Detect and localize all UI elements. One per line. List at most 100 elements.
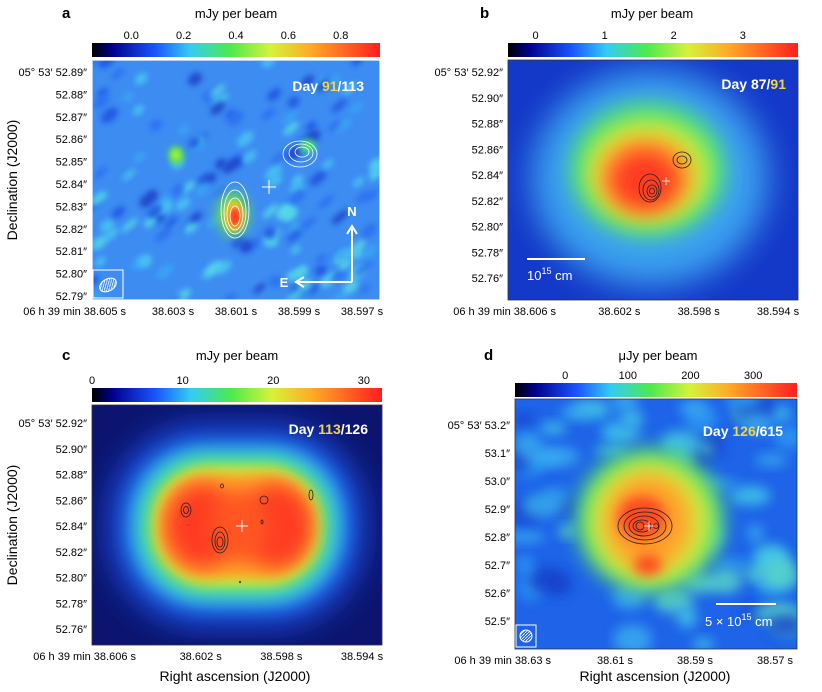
day-label-c-prefix: Day — [289, 421, 319, 437]
x-tick-label-b: 06 h 39 min 38.606 s — [453, 306, 556, 318]
day-label-d-second: 615 — [760, 423, 784, 439]
colorbar-b — [508, 43, 798, 57]
y-tick-label-d: 53.1″ — [485, 448, 510, 460]
colorbar-tick-c-2: 20 — [267, 375, 279, 387]
y-tick-label-a: 52.79″ — [56, 291, 88, 303]
colorbar-tick-d-1: 100 — [619, 370, 637, 382]
y-tick-label-c: 05° 53′ 52.92″ — [19, 418, 88, 430]
y-tick-label-b: 52.90″ — [472, 93, 504, 105]
y-tick-label-b: 52.84″ — [472, 170, 504, 182]
colorbar-label-d: μJy per beam — [618, 348, 697, 363]
panel-label-c: c — [62, 347, 70, 364]
colorbar-tick-c-0: 0 — [89, 375, 95, 387]
ylabel-c: Declination (J2000) — [4, 465, 20, 586]
beam-a — [92, 269, 124, 299]
y-tick-label-b: 52.76″ — [472, 273, 504, 285]
y-tick-label-c: 52.78″ — [56, 598, 88, 610]
x-ticks-b: 06 h 39 min 38.606 s 38.602 s 38.598 s 38.5… — [453, 306, 799, 318]
colorbar-tick-b-1: 1 — [602, 30, 608, 42]
y-tick-label-d: 05° 53′ 53.2″ — [448, 420, 510, 432]
y-tick-label-c: 52.80″ — [56, 573, 88, 585]
x-tick-label-a: 38.599 s — [278, 306, 321, 318]
day-label-c: Day 113/126 — [289, 421, 369, 437]
x-tick-label-a: 38.603 s — [152, 306, 195, 318]
panel-d: d μJy per beam 0 100 200 300 — [448, 347, 798, 684]
colorbar-d — [515, 383, 797, 397]
scale-bar-d-label: 5 × 1015 cm — [705, 612, 772, 629]
ylabel-a: Declination (J2000) — [4, 120, 20, 241]
y-ticks-a: 05° 53′ 52.89″ 52.88″ 52.87″ 52.86″ 52.85″ 52… — [19, 67, 88, 303]
x-tick-label-c: 38.598 s — [260, 651, 303, 663]
colorbar-tick-a-2: 0.4 — [228, 30, 243, 42]
x-tick-label-a: 06 h 39 min 38.605 s — [23, 306, 126, 318]
scale-bar-d-base: 5 × 10 — [705, 614, 742, 629]
day-label-d-sep: / — [756, 423, 760, 439]
y-tick-label-c: 52.88″ — [56, 470, 88, 482]
y-tick-label-c: 52.84″ — [56, 521, 88, 533]
y-tick-label-a: 52.85″ — [56, 157, 88, 169]
colorbar-tick-a-4: 0.8 — [333, 30, 348, 42]
scale-bar-b: 1015 cm — [527, 258, 585, 283]
x-tick-label-d: 38.57 s — [757, 655, 794, 667]
y-tick-label-d: 52.9″ — [485, 504, 510, 516]
colorbar-label-a: mJy per beam — [195, 6, 277, 21]
panel-a: a mJy per beam 0.0 0.2 0.4 0.6 0.8 — [4, 5, 384, 318]
x-tick-label-d: 38.59 s — [677, 655, 714, 667]
y-tick-label-a: 52.87″ — [56, 112, 88, 124]
y-tick-label-b: 52.86″ — [472, 144, 504, 156]
panel-label-a: a — [62, 5, 71, 22]
scale-bar-b-label: 1015 cm — [527, 266, 572, 283]
x-tick-label-a: 38.597 s — [341, 306, 384, 318]
colorbar-tick-a-3: 0.6 — [281, 30, 296, 42]
day-label-d-first: 126 — [732, 423, 756, 439]
day-label-a-sep: / — [338, 78, 342, 94]
colorbar-ticks-d: 0 100 200 300 — [562, 370, 762, 382]
day-label-c-sep: / — [341, 421, 345, 437]
day-label-a-second: 113 — [341, 78, 364, 94]
colorbar-ticks-b: 0 1 2 3 — [533, 30, 746, 42]
x-tick-label-a: 38.601 s — [215, 306, 258, 318]
y-ticks-d: 05° 53′ 53.2″ 53.1″ 53.0″ 52.9″ 52.8″ 52.7″ 52… — [448, 420, 510, 628]
x-tick-label-d: 06 h 39 min 38.63 s — [454, 655, 551, 667]
y-tick-label-a: 52.86″ — [56, 134, 88, 146]
crosshair-marker — [262, 180, 276, 194]
y-tick-label-a: 05° 53′ 52.89″ — [19, 67, 88, 79]
y-tick-label-b: 52.82″ — [472, 196, 504, 208]
colorbar-tick-a-0: 0.0 — [124, 30, 139, 42]
colorbar-tick-b-2: 2 — [671, 30, 677, 42]
x-tick-label-b: 38.602 s — [598, 306, 641, 318]
y-tick-label-d: 52.5″ — [485, 616, 510, 628]
heatmap-a — [92, 60, 380, 300]
y-tick-label-a: 52.82″ — [56, 224, 88, 236]
scale-bar-d-unit: cm — [752, 614, 773, 629]
east-arrow-icon — [294, 276, 352, 288]
day-label-c-second: 126 — [345, 421, 369, 437]
day-label-b: Day 87/91 — [721, 76, 786, 92]
y-ticks-b: 05° 53′ 52.92″ 52.90″ 52.88″ 52.86″ 52.84″ 52… — [435, 67, 504, 285]
y-tick-label-d: 52.7″ — [485, 560, 510, 572]
compass: N E — [280, 204, 358, 290]
colorbar-tick-d-0: 0 — [562, 370, 568, 382]
y-tick-label-d: 53.0″ — [485, 476, 510, 488]
crosshair-marker — [662, 177, 670, 185]
scale-bar-d: 5 × 1015 cm — [705, 603, 776, 629]
north-arrow-icon — [346, 224, 358, 282]
x-tick-label-d: 38.61 s — [597, 655, 634, 667]
day-label-a: Day 91/113 — [292, 78, 364, 94]
scale-bar-d-exponent: 15 — [742, 612, 752, 622]
xlabel-c: Right ascension (J2000) — [160, 668, 311, 684]
xlabel-d: Right ascension (J2000) — [580, 668, 731, 684]
compass-east-label: E — [280, 275, 289, 290]
colorbar-a — [92, 43, 380, 57]
x-tick-label-b: 38.598 s — [678, 306, 721, 318]
x-tick-label-c: 06 h 39 min 38.606 s — [33, 651, 136, 663]
y-tick-label-c: 52.90″ — [56, 444, 88, 456]
day-label-c-first: 113 — [318, 421, 341, 437]
colorbar-tick-d-2: 200 — [681, 370, 699, 382]
scale-bar-b-exponent: 15 — [541, 266, 551, 276]
heatmap-c — [92, 405, 382, 645]
scale-bar-b-base: 10 — [527, 268, 541, 283]
crosshair-marker — [236, 520, 248, 532]
panel-c: c mJy per beam 0 10 20 30 — [4, 347, 384, 684]
y-tick-label-d: 52.8″ — [485, 532, 510, 544]
